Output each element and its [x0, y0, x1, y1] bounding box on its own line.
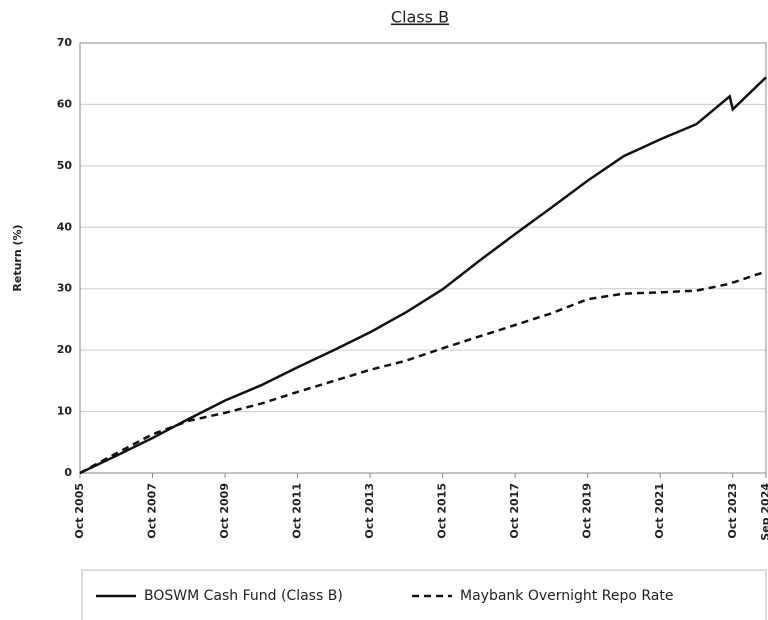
x-tick-label: Oct 2007 — [146, 483, 159, 539]
y-tick-label: 10 — [57, 405, 73, 418]
line-series — [79, 270, 767, 475]
x-tick-label: Oct 2015 — [436, 483, 449, 539]
legend-box — [81, 569, 767, 620]
chart-title: Class B — [391, 8, 449, 27]
x-tick-label: Sep 2024 — [759, 483, 768, 541]
x-tick-label: Oct 2019 — [581, 483, 594, 539]
y-tick-label: 0 — [64, 466, 72, 479]
legend-label: Maybank Overnight Repo Rate — [460, 588, 673, 604]
x-tick-label: Oct 2017 — [508, 483, 521, 539]
legend-label: BOSWM Cash Fund (Class B) — [144, 588, 343, 604]
x-tick-label: Oct 2011 — [291, 483, 304, 539]
x-tick-label: Oct 2023 — [726, 483, 739, 539]
x-tick-label: Oct 2005 — [73, 483, 86, 539]
y-tick-label: 40 — [57, 220, 73, 233]
y-axis-label: Return (%) — [11, 224, 24, 291]
y-tick-label: 70 — [57, 36, 73, 49]
y-tick-label: 30 — [57, 282, 73, 295]
y-tick-label: 60 — [57, 97, 73, 110]
x-tick-label: Oct 2021 — [653, 483, 666, 539]
plot-frame — [79, 42, 767, 474]
y-tick-label: 50 — [57, 159, 73, 172]
x-tick-label: Oct 2009 — [218, 483, 231, 539]
y-tick-label: 20 — [57, 343, 73, 356]
line-series — [79, 76, 767, 475]
x-tick-label: Oct 2013 — [363, 483, 376, 539]
